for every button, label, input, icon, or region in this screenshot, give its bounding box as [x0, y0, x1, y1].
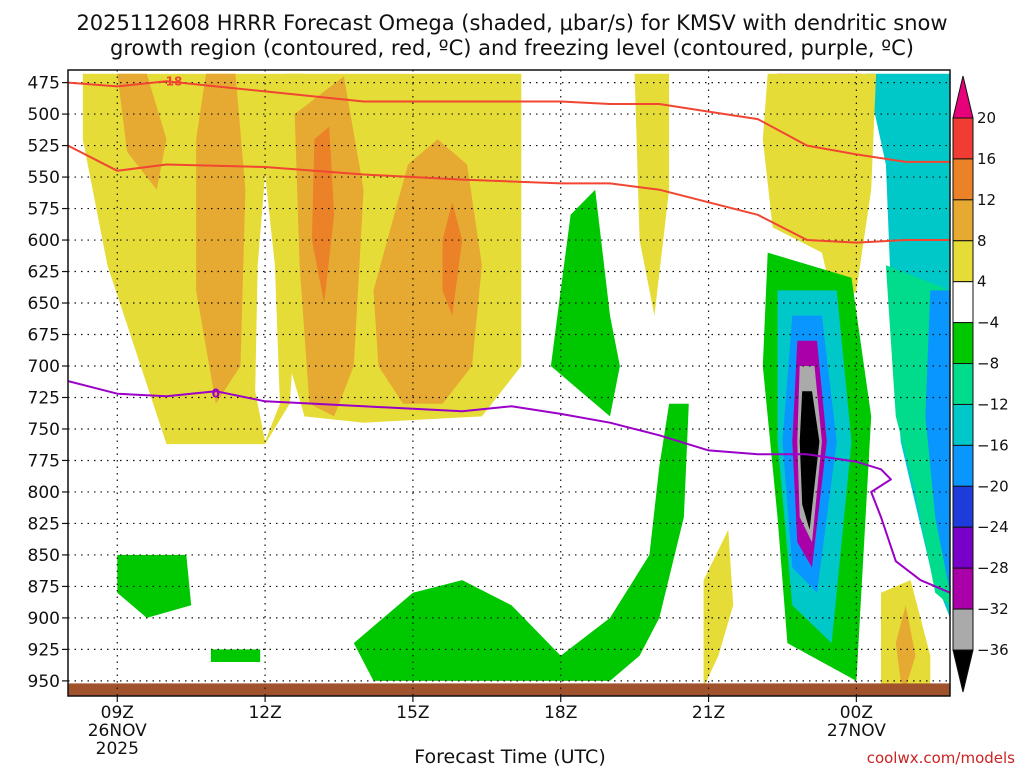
colorbar-label: 12 [977, 191, 996, 209]
pressure-axis: 475 500 525 550 575 600 625 650 675 700 725 750 775 8… [28, 74, 68, 692]
colorbar-swatch [952, 485, 974, 528]
freezing-contour-0 [68, 380, 950, 594]
y-tick-label: 925 [28, 640, 60, 660]
plot-frame [67, 69, 951, 697]
dgz-contour-1 [68, 144, 950, 244]
y-tick-label: 475 [28, 74, 60, 94]
colorbar-label: −4 [977, 314, 999, 332]
colorbar-swatch [952, 322, 974, 365]
colorbar-label: −12 [977, 395, 1009, 413]
x-tick-label: 09Z [101, 703, 134, 723]
colorbar-top-arrow [952, 75, 974, 119]
omega-region-blue-right [925, 290, 950, 593]
x-tick-date: 27NOV [827, 721, 886, 741]
colorbar: 20 16 12 8 4 −4 −8 −12 −16 −20 −24 −28 −32 −36 [952, 75, 1009, 693]
x-tick-year: 2025 [96, 739, 139, 759]
colorbar-swatch [952, 199, 974, 242]
colorbar-label: −8 [977, 355, 999, 373]
y-tick-label: 875 [28, 577, 60, 597]
credit-text: coolwx.com/models [867, 749, 1015, 767]
plot-area: -18 0 [68, 70, 950, 696]
x-tick-label: 15Z [396, 703, 429, 723]
omega-region-early-orange-2 [196, 73, 246, 404]
dgz-contour-0 [68, 80, 950, 163]
y-tick-label: 775 [28, 451, 60, 471]
colorbar-label: 16 [977, 150, 996, 168]
colorbar-swatch [952, 444, 974, 487]
colorbar-label: −24 [977, 518, 1009, 536]
dgz-contour-label: -18 [161, 74, 183, 88]
y-tick-label: 725 [28, 388, 60, 408]
colorbar-label: 20 [977, 109, 996, 127]
omega-region-late-orange-right [895, 605, 916, 688]
y-tick-label: 850 [28, 546, 60, 566]
omega-region-mid-green-1 [550, 189, 620, 417]
freezing-contour-label: 0 [212, 387, 220, 401]
omega-region-early-orange [117, 73, 167, 190]
colorbar-label: −16 [977, 436, 1009, 454]
x-tick-date: 26NOV [88, 721, 147, 741]
omega-region-late-yellow-bottom [703, 529, 734, 688]
y-tick-label: 625 [28, 263, 60, 283]
y-tick-label: 675 [28, 326, 60, 346]
y-tick-label: 500 [28, 105, 60, 125]
colorbar-label: −36 [977, 641, 1009, 659]
colorbar-label: 8 [977, 232, 987, 250]
colorbar-bottom-arrow [952, 649, 974, 693]
colorbar-swatch [952, 526, 974, 569]
omega-region-left-green-patch [117, 554, 192, 618]
colorbar-label: 4 [977, 273, 987, 291]
omega-region-magenta-yellow-rim [762, 73, 877, 316]
omega-region-left-green-strip [210, 649, 261, 662]
colorbar-swatch [952, 281, 974, 324]
colorbar-label: −28 [977, 559, 1009, 577]
y-tick-label: 575 [28, 200, 60, 220]
y-tick-label: 950 [28, 672, 60, 692]
y-tick-label: 750 [28, 420, 60, 440]
omega-region-early-white-gap [255, 174, 280, 442]
x-tick-label: 18Z [544, 703, 577, 723]
colorbar-swatch [952, 158, 974, 201]
omega-region-mid-orange-dark-2 [442, 202, 463, 316]
colorbar-swatch [952, 363, 974, 405]
omega-region-mid-orange-2 [373, 139, 482, 404]
colorbar-swatch [952, 608, 974, 651]
y-tick-label: 800 [28, 483, 60, 503]
ground-surface [68, 683, 950, 696]
colorbar-swatch [952, 240, 974, 283]
chart-title-line2: growth region (contoured, red, ºC) and f… [110, 36, 914, 60]
omega-region-late-yellow-column [634, 73, 670, 316]
colorbar-swatch [952, 567, 974, 610]
colorbar-swatch [952, 403, 974, 446]
y-tick-label: 900 [28, 609, 60, 629]
omega-region-low-green [353, 403, 689, 681]
colorbar-label: −20 [977, 477, 1009, 495]
y-tick-label: 550 [28, 168, 60, 188]
y-tick-label: 825 [28, 514, 60, 534]
x-axis-title: Forecast Time (UTC) [414, 746, 605, 768]
y-tick-label: 525 [28, 137, 60, 157]
colorbar-label: −32 [977, 600, 1009, 618]
y-tick-label: 600 [28, 231, 60, 251]
x-tick-label: 00Z [840, 703, 873, 723]
colorbar-swatch [952, 117, 974, 160]
y-tick-label: 650 [28, 294, 60, 314]
chart-title-line1: 2025112608 HRRR Forecast Omega (shaded, … [76, 11, 947, 35]
y-tick-label: 700 [28, 357, 60, 377]
x-tick-label: 21Z [692, 703, 725, 723]
x-tick-label: 12Z [248, 703, 281, 723]
